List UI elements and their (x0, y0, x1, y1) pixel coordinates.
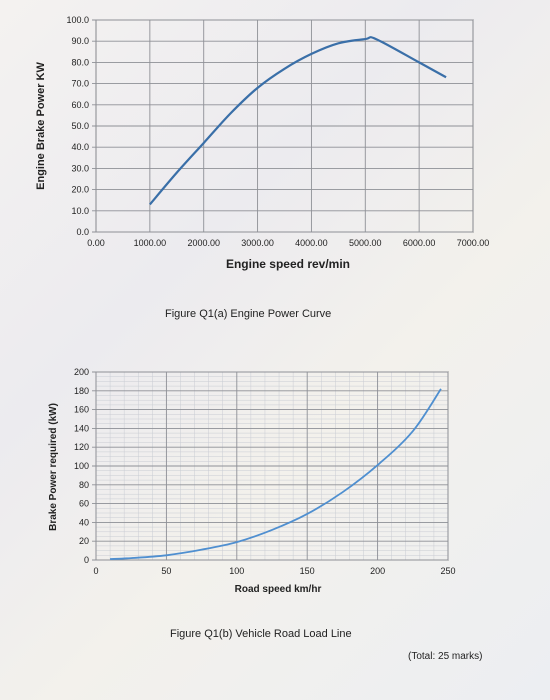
x-tick-label: 150 (300, 566, 315, 576)
figure-b-caption: Figure Q1(b) Vehicle Road Load Line (170, 628, 352, 640)
engine-power-chart: 0.00 1000.00 2000.00 3000.00 4000.00 5000.00 6… (35, 15, 489, 271)
y-tick-label: 40.0 (71, 142, 89, 152)
y-tick-label: 0.0 (76, 227, 89, 237)
x-tick-label: 5000.00 (349, 238, 382, 248)
x-tick-label: 3000.00 (241, 238, 274, 248)
x-tick-label: 7000.00 (457, 238, 490, 248)
chart-b-grid (92, 371, 449, 561)
x-tick-label: 4000.00 (295, 238, 328, 248)
x-tick-label: 50 (161, 566, 171, 576)
road-load-line (110, 388, 442, 560)
y-tick-label: 70.0 (71, 79, 89, 89)
y-tick-label: 140 (74, 423, 89, 433)
y-tick-label: 40 (79, 517, 89, 527)
y-tick-label: 100 (74, 461, 89, 471)
chart-b-xlabel: Road speed km/hr (235, 584, 322, 595)
chart-a-xlabel: Engine speed rev/min (226, 257, 350, 271)
x-tick-label: 1000.00 (134, 238, 167, 248)
y-tick-label: 20.0 (71, 185, 89, 195)
y-tick-label: 10.0 (71, 206, 89, 216)
x-tick-label: 0.00 (87, 238, 105, 248)
y-tick-label: 30.0 (71, 163, 89, 173)
x-tick-label: 100 (229, 566, 244, 576)
y-tick-label: 50.0 (71, 121, 89, 131)
chart-a-ylabel: Engine Brake Power KW (35, 62, 47, 190)
y-tick-label: 90.0 (71, 36, 89, 46)
x-tick-label: 6000.00 (403, 238, 436, 248)
chart-b-ylabel: Brake Power required (kW) (48, 403, 59, 531)
x-tick-label: 0 (93, 566, 98, 576)
y-tick-label: 60 (79, 499, 89, 509)
y-tick-label: 100.0 (66, 15, 89, 25)
x-tick-label: 2000.00 (187, 238, 220, 248)
chart-a-ticks: 0.00 1000.00 2000.00 3000.00 4000.00 5000.00 6… (66, 15, 489, 248)
figure-a-caption: Figure Q1(a) Engine Power Curve (165, 308, 332, 320)
road-load-chart: 0 50 100 150 200 250 0 20 40 60 80 100 120 140 160 180 2… (48, 367, 456, 595)
chart-a-grid (92, 19, 474, 233)
total-marks: (Total: 25 marks) (408, 651, 483, 662)
y-tick-label: 180 (74, 386, 89, 396)
chart-b-ticks: 0 50 100 150 200 250 0 20 40 60 80 100 120 140 160 180 2… (74, 367, 456, 576)
y-tick-label: 80 (79, 480, 89, 490)
y-tick-label: 20 (79, 536, 89, 546)
y-tick-label: 200 (74, 367, 89, 377)
x-tick-label: 250 (440, 566, 455, 576)
y-tick-label: 80.0 (71, 57, 89, 67)
y-tick-label: 120 (74, 442, 89, 452)
y-tick-label: 0 (84, 555, 89, 565)
y-tick-label: 60.0 (71, 100, 89, 110)
y-tick-label: 160 (74, 405, 89, 415)
x-tick-label: 200 (370, 566, 385, 576)
engine-power-line (149, 36, 447, 206)
